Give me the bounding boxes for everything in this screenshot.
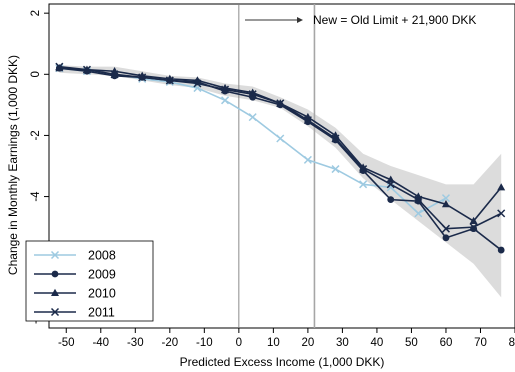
data-point-2011 bbox=[303, 116, 312, 125]
data-point-2008 bbox=[414, 209, 423, 218]
data-point-2011 bbox=[110, 70, 119, 79]
x-tick-label: 60 bbox=[440, 337, 453, 349]
x-tick-label: 30 bbox=[336, 337, 349, 349]
data-point-2008 bbox=[276, 134, 285, 143]
data-point-2010 bbox=[469, 216, 478, 225]
annotation-arrowhead bbox=[297, 17, 303, 23]
legend: 2008 2009 2010 2011 bbox=[25, 240, 154, 322]
data-point-2010 bbox=[359, 163, 368, 171]
data-point-2011 bbox=[497, 209, 506, 218]
data-point-2011 bbox=[193, 79, 202, 88]
y-tick-label: -2 bbox=[30, 130, 42, 140]
x-tick-label: -20 bbox=[162, 337, 179, 349]
data-point-2011 bbox=[276, 99, 285, 108]
data-point-2010 bbox=[386, 175, 395, 183]
data-point-2011 bbox=[248, 90, 257, 99]
data-point-2011 bbox=[331, 134, 340, 143]
x-tick-label: 80 bbox=[509, 337, 515, 349]
data-point-2011 bbox=[414, 195, 423, 204]
legend-label: 2008 bbox=[88, 249, 116, 263]
data-point-2011 bbox=[441, 224, 450, 233]
x-axis-label: Predicted Excess Income (1,000 DKK) bbox=[180, 355, 385, 369]
data-point-2010 bbox=[441, 200, 450, 208]
x-tick-label: 10 bbox=[267, 337, 280, 349]
data-point-2011 bbox=[165, 76, 174, 85]
x-tick-label: -10 bbox=[196, 337, 213, 349]
legend-item-2010: 2010 bbox=[34, 287, 116, 301]
data-point-2011 bbox=[55, 62, 64, 71]
data-point-2008 bbox=[441, 194, 450, 203]
legend-label: 2010 bbox=[88, 287, 116, 301]
data-point-2011 bbox=[359, 165, 368, 174]
data-point-2008 bbox=[359, 180, 368, 189]
annotation-text: New = Old Limit + 21,900 DKK bbox=[313, 13, 476, 27]
legend-item-2011: 2011 bbox=[34, 306, 115, 320]
data-point-2008 bbox=[221, 96, 230, 105]
legend-label: 2011 bbox=[88, 306, 115, 320]
data-point-2011 bbox=[221, 85, 230, 94]
legend-item-2008: 2008 bbox=[34, 249, 116, 263]
x-tick-label: 0 bbox=[236, 337, 242, 349]
x-tick-label: -40 bbox=[92, 337, 109, 349]
y-tick-label: -4 bbox=[30, 191, 42, 202]
data-point-2008 bbox=[248, 113, 257, 122]
x-tick-label: -50 bbox=[58, 337, 75, 349]
y-tick-label: 2 bbox=[30, 10, 42, 16]
data-point-2011 bbox=[82, 65, 92, 74]
data-point-2009 bbox=[497, 246, 505, 254]
data-point-2010 bbox=[497, 183, 506, 191]
legend-marker-2010 bbox=[51, 288, 59, 296]
series-2011 bbox=[55, 62, 506, 233]
legend-item-2009: 2009 bbox=[34, 268, 116, 282]
legend-marker-2009 bbox=[51, 270, 59, 278]
data-point-2008 bbox=[331, 165, 340, 174]
x-tick-label: 40 bbox=[371, 337, 384, 349]
x-tick-label: 50 bbox=[405, 337, 418, 349]
legend-marker-2008 bbox=[50, 250, 60, 260]
x-tick-label: 20 bbox=[301, 337, 314, 349]
y-tick-label: 0 bbox=[30, 71, 42, 77]
y-axis-label: Change in Monthly Earnings (1,000 DKK) bbox=[6, 55, 20, 275]
confidence-band bbox=[59, 65, 502, 298]
data-point-2009 bbox=[442, 234, 450, 242]
data-point-2011 bbox=[469, 223, 478, 232]
x-tick-label: 70 bbox=[474, 337, 487, 349]
data-point-2011 bbox=[138, 73, 147, 82]
legend-marker-2011 bbox=[50, 307, 60, 317]
legend-label: 2009 bbox=[88, 268, 116, 282]
data-point-2011 bbox=[386, 180, 395, 189]
x-tick-label: -30 bbox=[127, 337, 144, 349]
data-point-2008 bbox=[303, 155, 312, 164]
data-point-2009 bbox=[387, 196, 395, 204]
